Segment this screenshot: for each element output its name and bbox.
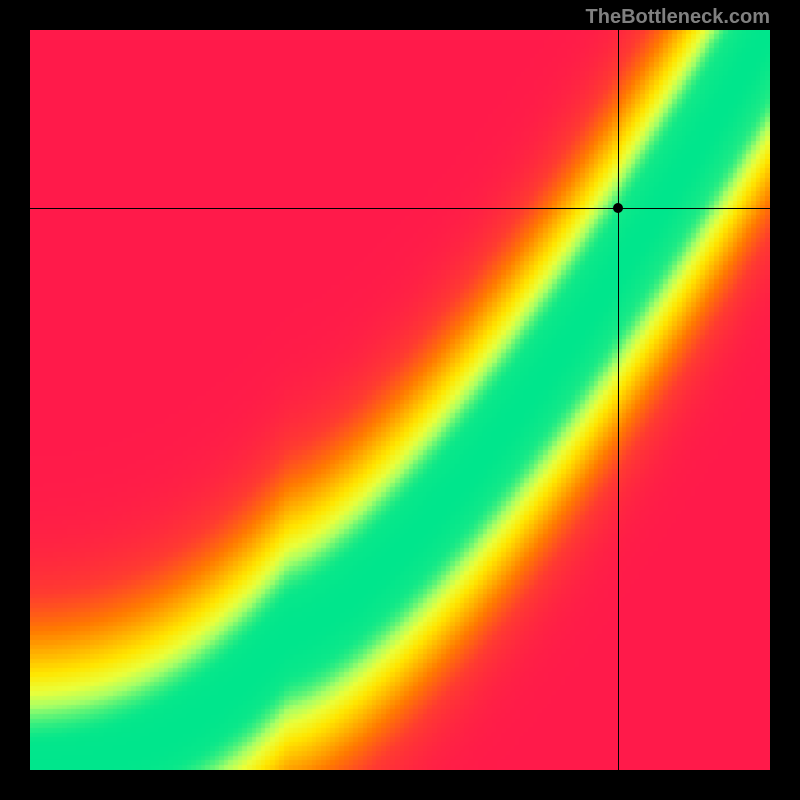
watermark-text: TheBottleneck.com [586, 6, 770, 29]
heatmap-canvas [30, 30, 770, 770]
crosshair-marker [613, 203, 623, 213]
crosshair-vertical [618, 30, 619, 770]
crosshair-horizontal [30, 208, 770, 209]
heatmap-chart [30, 30, 770, 770]
